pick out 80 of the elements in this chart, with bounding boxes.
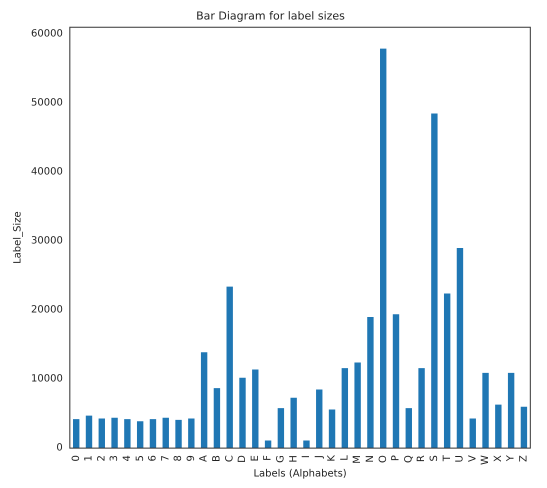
bar: [239, 378, 246, 448]
bar: [290, 398, 297, 448]
y-tick-label: 60000: [31, 28, 63, 40]
x-tick-label: 6: [148, 455, 159, 462]
x-tick-label: C: [224, 455, 236, 462]
x-tick-label: D: [237, 454, 248, 463]
chart-title: Bar Diagram for label sizes: [196, 9, 346, 22]
bar: [495, 404, 502, 448]
bar: [98, 418, 105, 448]
x-tick-label: 2: [96, 455, 108, 462]
bar: [214, 388, 220, 448]
x-tick-label: 5: [134, 455, 146, 462]
x-tick-label: 0: [70, 455, 82, 462]
x-tick-label: B: [212, 454, 223, 462]
x-tick-label: 1: [84, 455, 95, 462]
bar: [406, 408, 412, 448]
x-tick-label: V: [467, 454, 478, 462]
bar: [392, 314, 400, 448]
x-tick-label: H: [288, 455, 300, 463]
bar: [252, 369, 258, 448]
bar: [175, 420, 182, 448]
y-axis-title: Label_Size: [12, 211, 24, 264]
x-tick-label: Y: [506, 454, 517, 462]
x-tick-label: G: [275, 455, 286, 463]
x-tick-label: U: [454, 455, 466, 462]
x-tick-label: R: [416, 455, 428, 462]
bar: [136, 421, 144, 448]
x-tick-label: I: [301, 455, 312, 458]
x-tick-label: E: [250, 455, 261, 462]
bar: [73, 419, 80, 448]
x-tick-label: 4: [122, 455, 133, 462]
x-tick-label: S: [428, 455, 440, 462]
x-tick-label: N: [365, 455, 376, 463]
x-tick-label: P: [390, 455, 402, 462]
x-tick-label: 7: [160, 455, 172, 462]
bar: [431, 113, 438, 448]
bar: [226, 286, 233, 448]
x-tick-label: 3: [109, 455, 120, 462]
x-tick-label: L: [339, 454, 350, 461]
bar: [342, 368, 348, 448]
x-tick-label: A: [198, 454, 210, 462]
bar: [111, 418, 118, 448]
x-tick-label: 9: [186, 455, 197, 462]
bar: [124, 419, 131, 448]
bar: [418, 368, 425, 448]
bar: [508, 372, 514, 448]
y-tick-label: 30000: [31, 236, 63, 247]
x-tick-label: O: [378, 454, 389, 463]
bar: [482, 372, 489, 448]
bar: [520, 406, 528, 448]
x-tick-label: Z: [518, 454, 530, 462]
bar: [86, 416, 92, 448]
bar: [367, 317, 374, 448]
bar: [470, 418, 476, 448]
x-tick-label: J: [314, 455, 325, 460]
x-tick-label: 8: [173, 455, 184, 462]
x-tick-label: W: [480, 455, 492, 466]
bar: [200, 352, 208, 448]
y-tick-label: 50000: [31, 98, 63, 109]
x-tick-label: Q: [403, 454, 414, 463]
bar: [162, 418, 169, 448]
bar: [380, 48, 386, 448]
bar: [444, 294, 450, 448]
bar: [316, 389, 322, 448]
bar: [188, 418, 195, 448]
y-tick-label: 40000: [31, 166, 63, 178]
bar: [456, 248, 464, 448]
bar: [354, 362, 361, 448]
bar: [328, 409, 336, 448]
bar: [150, 419, 156, 448]
y-tick-label: 20000: [31, 304, 63, 316]
x-tick-label: X: [492, 454, 504, 462]
x-tick-label: F: [262, 454, 274, 461]
x-tick-label: K: [326, 454, 338, 462]
bar: [264, 440, 272, 448]
y-tick-label: 10000: [31, 374, 63, 385]
x-tick-label: M: [352, 455, 364, 464]
x-axis-title: Labels (Alphabets): [253, 468, 347, 480]
x-tick-label: T: [442, 454, 453, 462]
bar: [278, 408, 284, 448]
